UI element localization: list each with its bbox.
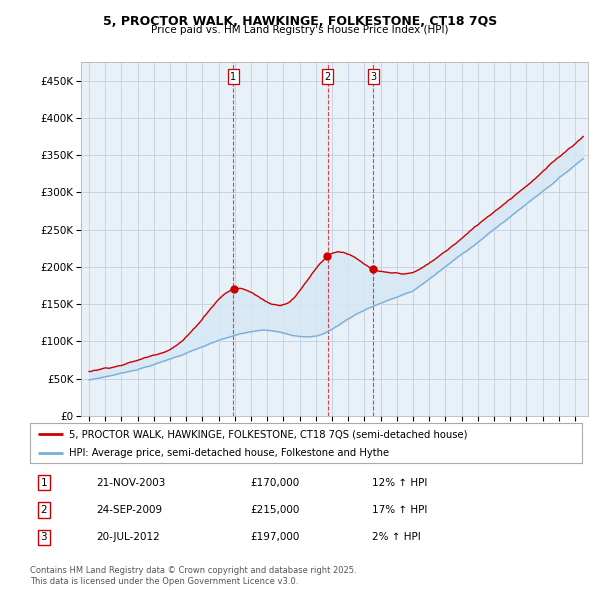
Text: 3: 3 xyxy=(370,72,376,82)
Text: £215,000: £215,000 xyxy=(251,505,300,515)
Text: 5, PROCTOR WALK, HAWKINGE, FOLKESTONE, CT18 7QS (semi-detached house): 5, PROCTOR WALK, HAWKINGE, FOLKESTONE, C… xyxy=(68,430,467,440)
Text: HPI: Average price, semi-detached house, Folkestone and Hythe: HPI: Average price, semi-detached house,… xyxy=(68,448,389,458)
Text: 12% ↑ HPI: 12% ↑ HPI xyxy=(372,477,428,487)
Text: 20-JUL-2012: 20-JUL-2012 xyxy=(96,532,160,542)
Text: 2: 2 xyxy=(325,72,331,82)
Text: 3: 3 xyxy=(40,532,47,542)
Text: Contains HM Land Registry data © Crown copyright and database right 2025.
This d: Contains HM Land Registry data © Crown c… xyxy=(30,566,356,586)
Text: 17% ↑ HPI: 17% ↑ HPI xyxy=(372,505,428,515)
Text: 1: 1 xyxy=(40,477,47,487)
Text: 2% ↑ HPI: 2% ↑ HPI xyxy=(372,532,421,542)
Text: 2: 2 xyxy=(40,505,47,515)
Text: 21-NOV-2003: 21-NOV-2003 xyxy=(96,477,166,487)
Text: £170,000: £170,000 xyxy=(251,477,300,487)
Text: 1: 1 xyxy=(230,72,236,82)
Text: 5, PROCTOR WALK, HAWKINGE, FOLKESTONE, CT18 7QS: 5, PROCTOR WALK, HAWKINGE, FOLKESTONE, C… xyxy=(103,15,497,28)
Text: 24-SEP-2009: 24-SEP-2009 xyxy=(96,505,163,515)
Text: Price paid vs. HM Land Registry's House Price Index (HPI): Price paid vs. HM Land Registry's House … xyxy=(151,25,449,35)
Text: £197,000: £197,000 xyxy=(251,532,300,542)
